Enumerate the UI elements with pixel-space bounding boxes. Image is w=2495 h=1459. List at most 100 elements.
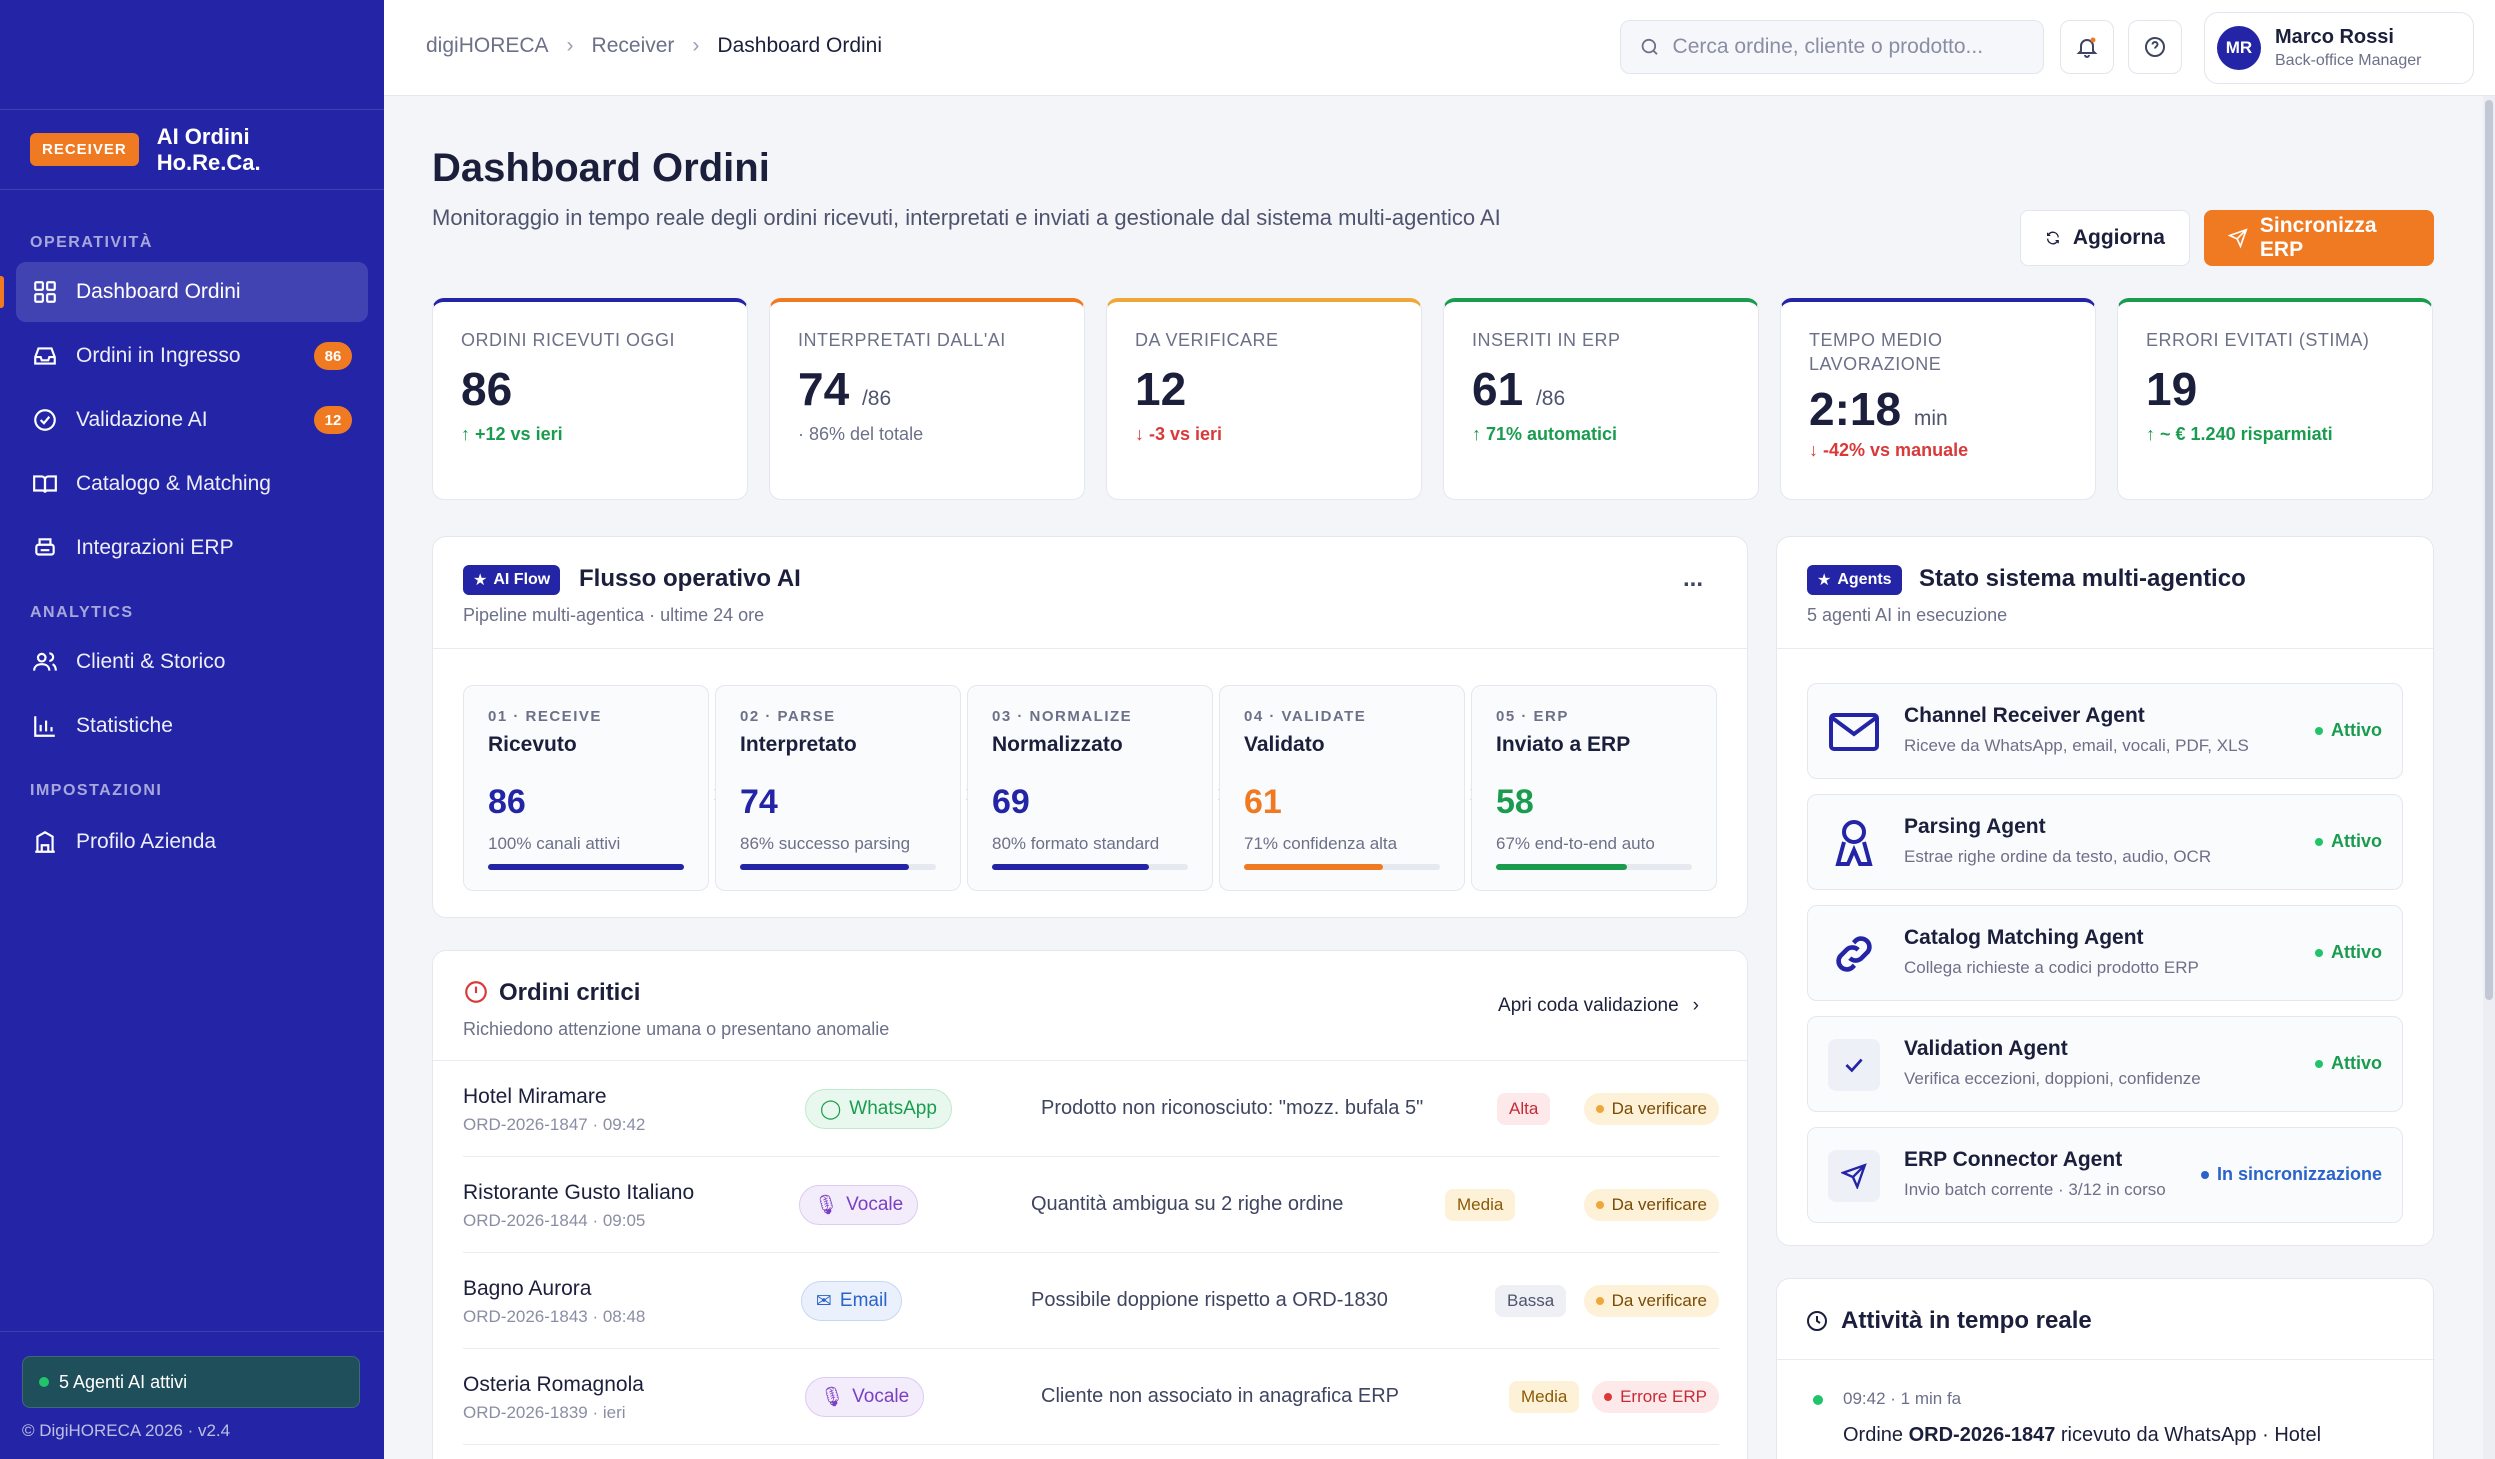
refresh-button[interactable]: Aggiorna: [2020, 210, 2190, 266]
agents-tag: ★ Agents: [1807, 565, 1902, 595]
kpi-value: 61 /86: [1472, 363, 1566, 415]
activity-text: Ordine ORD-2026-1847 ricevuto da WhatsAp…: [1843, 1424, 2322, 1446]
agent-name: Parsing Agent: [1904, 815, 2046, 838]
kpi-delta: ↑ ~ € 1.240 risparmiati: [2146, 424, 2333, 444]
agent-description: Verifica eccezioni, doppioni, confidenze: [1904, 1069, 2201, 1088]
ai-flow-tag: ★ AI Flow: [463, 565, 561, 595]
kpi-delta: ↓ -3 vs ieri: [1135, 424, 1223, 444]
open-validation-queue-link[interactable]: Apri coda validazione ›: [1498, 995, 1699, 1016]
brand-badge: RECEIVER: [30, 133, 139, 166]
sidebar-item-label: Statistiche: [76, 714, 173, 737]
stage-progress-fill: [1496, 864, 1628, 870]
kpi-label: ORDINI RICEVUTI OGGI: [461, 330, 676, 350]
kpi-delta: ↑ 71% automatici: [1472, 424, 1618, 444]
kpi-unit: /86: [1535, 387, 1566, 410]
ai-flow-title: Flusso operativo AI: [579, 565, 801, 592]
sync-erp-label: Sincronizza ERP: [2259, 214, 2377, 261]
section-analytics: ANALYTICS: [30, 604, 134, 621]
breadcrumb-receiver[interactable]: Receiver: [591, 34, 675, 57]
sidebar-item-company[interactable]: Profilo Azienda: [16, 812, 368, 872]
alert-circle-icon: [465, 981, 487, 1003]
kpi-label: INSERITI IN ERP: [1472, 330, 1621, 350]
stage-note: 80% formato standard: [992, 834, 1160, 853]
agent-status: Attivo: [2315, 1053, 2382, 1074]
scrollbar[interactable]: [2483, 96, 2495, 1459]
kpi-label: TEMPO MEDIO LAVORAZIONE: [1809, 330, 1943, 374]
stage-step: 05 · ERP: [1496, 708, 1569, 725]
breadcrumb-root[interactable]: digiHORECA: [426, 34, 549, 57]
sidebar-brand: RECEIVER AI Ordini Ho.Re.Ca.: [0, 110, 384, 190]
chevron-right-icon: ›: [566, 34, 574, 57]
pipeline-stage[interactable]: 05 · ERP Inviato a ERP 58 67% end-to-end au…: [1471, 685, 1717, 891]
help-button[interactable]: [2128, 20, 2182, 74]
agent-icon: [1828, 817, 1880, 869]
stage-value: 86: [488, 783, 526, 821]
priority-badge: Bassa: [1495, 1285, 1567, 1317]
kpi-delta: · 86% del totale: [798, 424, 924, 444]
star-icon: ★: [473, 572, 488, 589]
status-badge: Da verificare: [1583, 1093, 1719, 1125]
sidebar-item-validation[interactable]: Validazione AI 12: [16, 390, 368, 450]
page-title: Dashboard Ordini: [432, 146, 770, 190]
stage-name: Normalizzato: [992, 733, 1123, 756]
pipeline-stage[interactable]: 04 · VALIDATE Validato 61 71% confidenza al…: [1219, 685, 1465, 891]
sidebar-item-stats[interactable]: Statistiche: [16, 696, 368, 756]
send-icon: [2228, 228, 2248, 249]
sidebar-logo-area: [0, 0, 384, 110]
copyright: © DigiHORECA 2026 · v2.4: [22, 1421, 231, 1440]
notifications-button[interactable]: [2060, 20, 2114, 74]
kpi-value: 19: [2146, 363, 2198, 415]
section-ops: OPERATIVITÀ: [30, 234, 153, 251]
kpi-card: TEMPO MEDIO LAVORAZIONE 2:18 min ↓ -42% …: [1780, 298, 2096, 500]
pipeline-stage[interactable]: 01 · RECEIVE Ricevuto 86 100% canali attivi: [463, 685, 709, 891]
table-row[interactable]: Ristorante Gusto Italiano ORD-2026-1844 ·…: [463, 1157, 1719, 1253]
agents-active-pill[interactable]: 5 Agenti AI attivi: [22, 1356, 360, 1408]
stage-progress-fill: [740, 864, 909, 870]
sync-erp-button[interactable]: Sincronizza ERP: [2204, 210, 2434, 266]
stage-step: 03 · NORMALIZE: [992, 708, 1133, 725]
status-dot-icon: [2200, 1170, 2209, 1179]
star-icon: ★: [1817, 572, 1832, 589]
status-badge: Da verificare: [1583, 1189, 1719, 1221]
sidebar-item-label: Validazione AI: [76, 408, 208, 431]
sidebar-item-erp[interactable]: Integrazioni ERP: [16, 518, 368, 578]
arrow-down-icon: ↓: [1809, 440, 1818, 460]
stage-progress-fill: [992, 864, 1149, 870]
sidebar-item-dashboard[interactable]: Dashboard Ordini: [0, 262, 368, 322]
stage-name: Inviato a ERP: [1496, 733, 1631, 756]
priority-badge: Alta: [1497, 1093, 1551, 1125]
table-row[interactable]: Hotel Miramare ORD-2026-1847 · 09:42 ◯ What…: [463, 1061, 1719, 1157]
more-menu-icon[interactable]: ...: [1682, 565, 1703, 592]
pipeline-stage[interactable]: 02 · PARSE Interpretato 74 86% successo par…: [715, 685, 961, 891]
agent-row[interactable]: Channel Receiver Agent Riceve da WhatsApp…: [1807, 683, 2403, 779]
sidebar-item-label: Catalogo & Matching: [76, 472, 271, 495]
grid-icon: [34, 281, 56, 303]
agent-row[interactable]: Validation Agent Verifica eccezioni, dopp…: [1807, 1016, 2403, 1112]
printer-icon: [35, 538, 55, 556]
scrollbar-thumb[interactable]: [2485, 100, 2493, 1000]
agent-row[interactable]: Catalog Matching Agent Collega richieste …: [1807, 905, 2403, 1001]
table-row[interactable]: Bagno Aurora ORD-2026-1843 · 08:48 ✉ Email P…: [463, 1253, 1719, 1349]
agent-description: Riceve da WhatsApp, email, vocali, PDF, …: [1904, 736, 2249, 755]
agent-description: Invio batch corrente · 3/12 in corso: [1904, 1180, 2166, 1199]
agent-name: Channel Receiver Agent: [1904, 704, 2145, 727]
arrow-down-icon: ↓: [1135, 424, 1144, 444]
table-row[interactable]: Osteria Romagnola ORD-2026-1839 · ieri 🎙 Vo…: [463, 1349, 1719, 1445]
sidebar-item-incoming[interactable]: Ordini in Ingresso 86: [16, 326, 368, 386]
agent-status: Attivo: [2315, 942, 2382, 963]
sidebar-item-clients[interactable]: Clienti & Storico: [16, 632, 368, 692]
search-input[interactable]: [1672, 35, 2025, 59]
agent-row[interactable]: Parsing Agent Estrae righe ordine da test…: [1807, 794, 2403, 890]
bell-icon: [2076, 37, 2098, 58]
sidebar-item-catalog[interactable]: Catalogo & Matching: [16, 454, 368, 514]
agent-row[interactable]: ERP Connector Agent Invio batch corrente …: [1807, 1127, 2403, 1223]
stage-step: 04 · VALIDATE: [1244, 708, 1367, 725]
stage-note: 86% successo parsing: [740, 834, 911, 853]
channel-badge: 🎙 Vocale: [805, 1377, 925, 1417]
kpi-unit: min: [1913, 407, 1948, 430]
pipeline-stage[interactable]: 03 · NORMALIZE Normalizzato 69 80% formato …: [967, 685, 1213, 891]
help-icon: [2145, 37, 2165, 57]
kpi-card: DA VERIFICARE 12 ↓ -3 vs ieri: [1106, 298, 1422, 500]
check-icon: [1828, 1039, 1880, 1091]
user-menu[interactable]: MR Marco Rossi Back-office Manager: [2204, 12, 2474, 84]
